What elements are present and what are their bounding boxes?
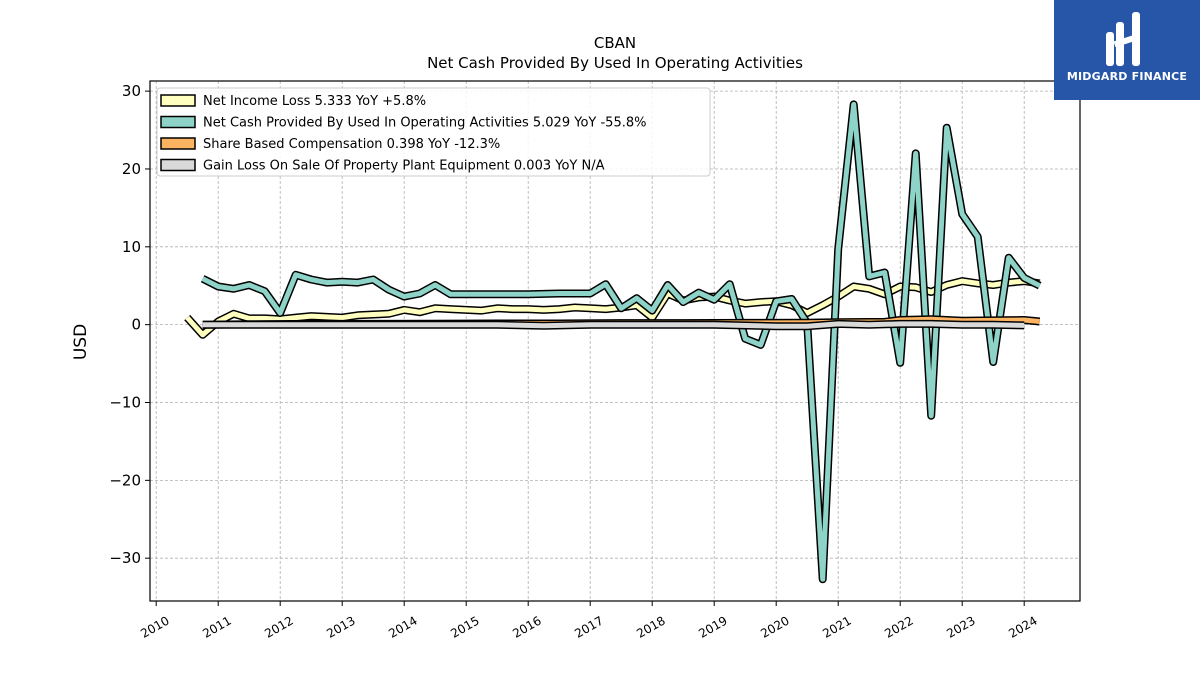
plot-area: 2010 2011 2012 2013 2014 2015 2016 2017 2018 2019… [109, 80, 1081, 641]
x-tick-label: 2010 [138, 613, 171, 640]
series-line-1 [201, 101, 1041, 582]
x-tick-label: 2016 [510, 613, 543, 640]
legend-swatch-2 [160, 137, 196, 150]
brand-name: MIDGARD FINANCE [1066, 70, 1188, 83]
x-tick-label: 2012 [262, 613, 295, 640]
legend-entry-1: Net Cash Provided By Used In Operating A… [203, 116, 646, 131]
series-line-0 [185, 278, 1041, 338]
x-tick-label: 2018 [634, 613, 667, 640]
chart-subtitle: Net Cash Provided By Used In Operating A… [427, 54, 803, 72]
y-tick-label: 10 [122, 238, 141, 256]
legend-entry-3: Gain Loss On Sale Of Property Plant Equi… [203, 159, 605, 174]
y-tick-label: −20 [109, 471, 141, 489]
legend-swatch-3 [160, 158, 196, 172]
series-line-3 [202, 321, 1025, 329]
x-tick-label: 2023 [944, 613, 977, 640]
legend-swatch-1 [160, 115, 196, 129]
legend-entry-0: Net Income Loss 5.333 YoY +5.8% [203, 94, 426, 109]
legend-swatch-0 [160, 94, 196, 107]
midgard-logo-icon [1106, 12, 1140, 66]
x-tick-label: 2021 [820, 613, 853, 640]
legend-box [156, 87, 711, 177]
y-tick-label: 20 [122, 160, 141, 178]
y-tick-label: −10 [109, 393, 141, 411]
y-axis-label: USD [71, 324, 91, 360]
y-tick-label: 0 [131, 316, 141, 334]
x-tick-label: 2014 [386, 613, 419, 640]
x-tick-label: 2015 [448, 613, 481, 640]
x-tick-label: 2019 [696, 613, 729, 640]
x-tick-label: 2024 [1006, 613, 1039, 640]
x-tick-label: 2017 [572, 613, 605, 640]
legend-entry-2: Share Based Compensation 0.398 YoY -12.3… [203, 137, 500, 152]
brand-logo: MIDGARD FINANCE [1054, 0, 1200, 100]
plot-frame [149, 80, 1081, 602]
y-tick-label: 30 [122, 82, 141, 100]
x-tick-label: 2022 [882, 613, 915, 640]
y-tick-label: −30 [109, 549, 141, 567]
chart-title: CBAN [594, 34, 636, 52]
x-tick-label: 2013 [324, 613, 357, 640]
x-tick-label: 2011 [200, 613, 233, 640]
x-tick-label: 2020 [758, 613, 791, 640]
